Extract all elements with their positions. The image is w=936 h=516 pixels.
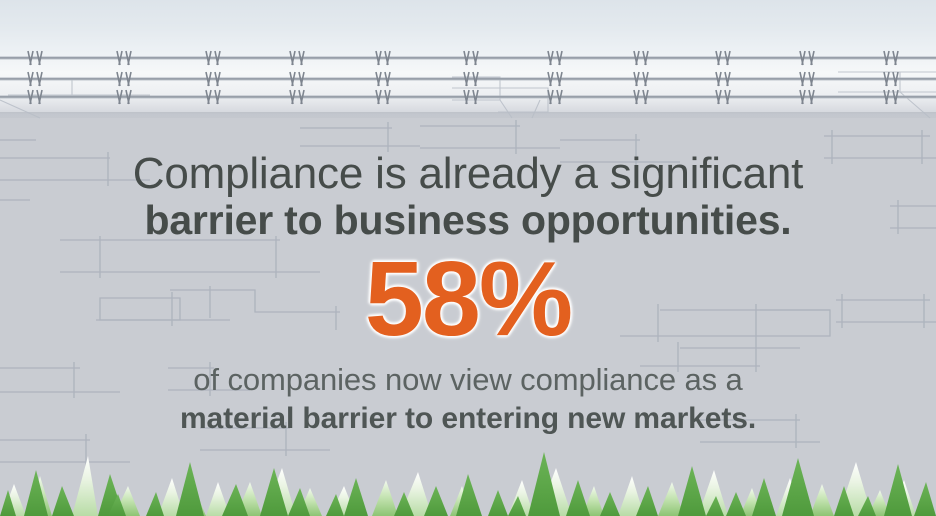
headline-line-2: barrier to business opportunities. bbox=[144, 197, 792, 243]
subtext-line-1: of companies now view compliance as a bbox=[193, 362, 743, 397]
sky-background bbox=[0, 0, 936, 118]
horizon-shadow bbox=[0, 112, 936, 120]
subtext-line-2: material barrier to entering new markets… bbox=[179, 402, 757, 435]
headline-line-1: Compliance is already a significant bbox=[132, 149, 804, 198]
stat-percentage: 58% bbox=[364, 240, 573, 358]
